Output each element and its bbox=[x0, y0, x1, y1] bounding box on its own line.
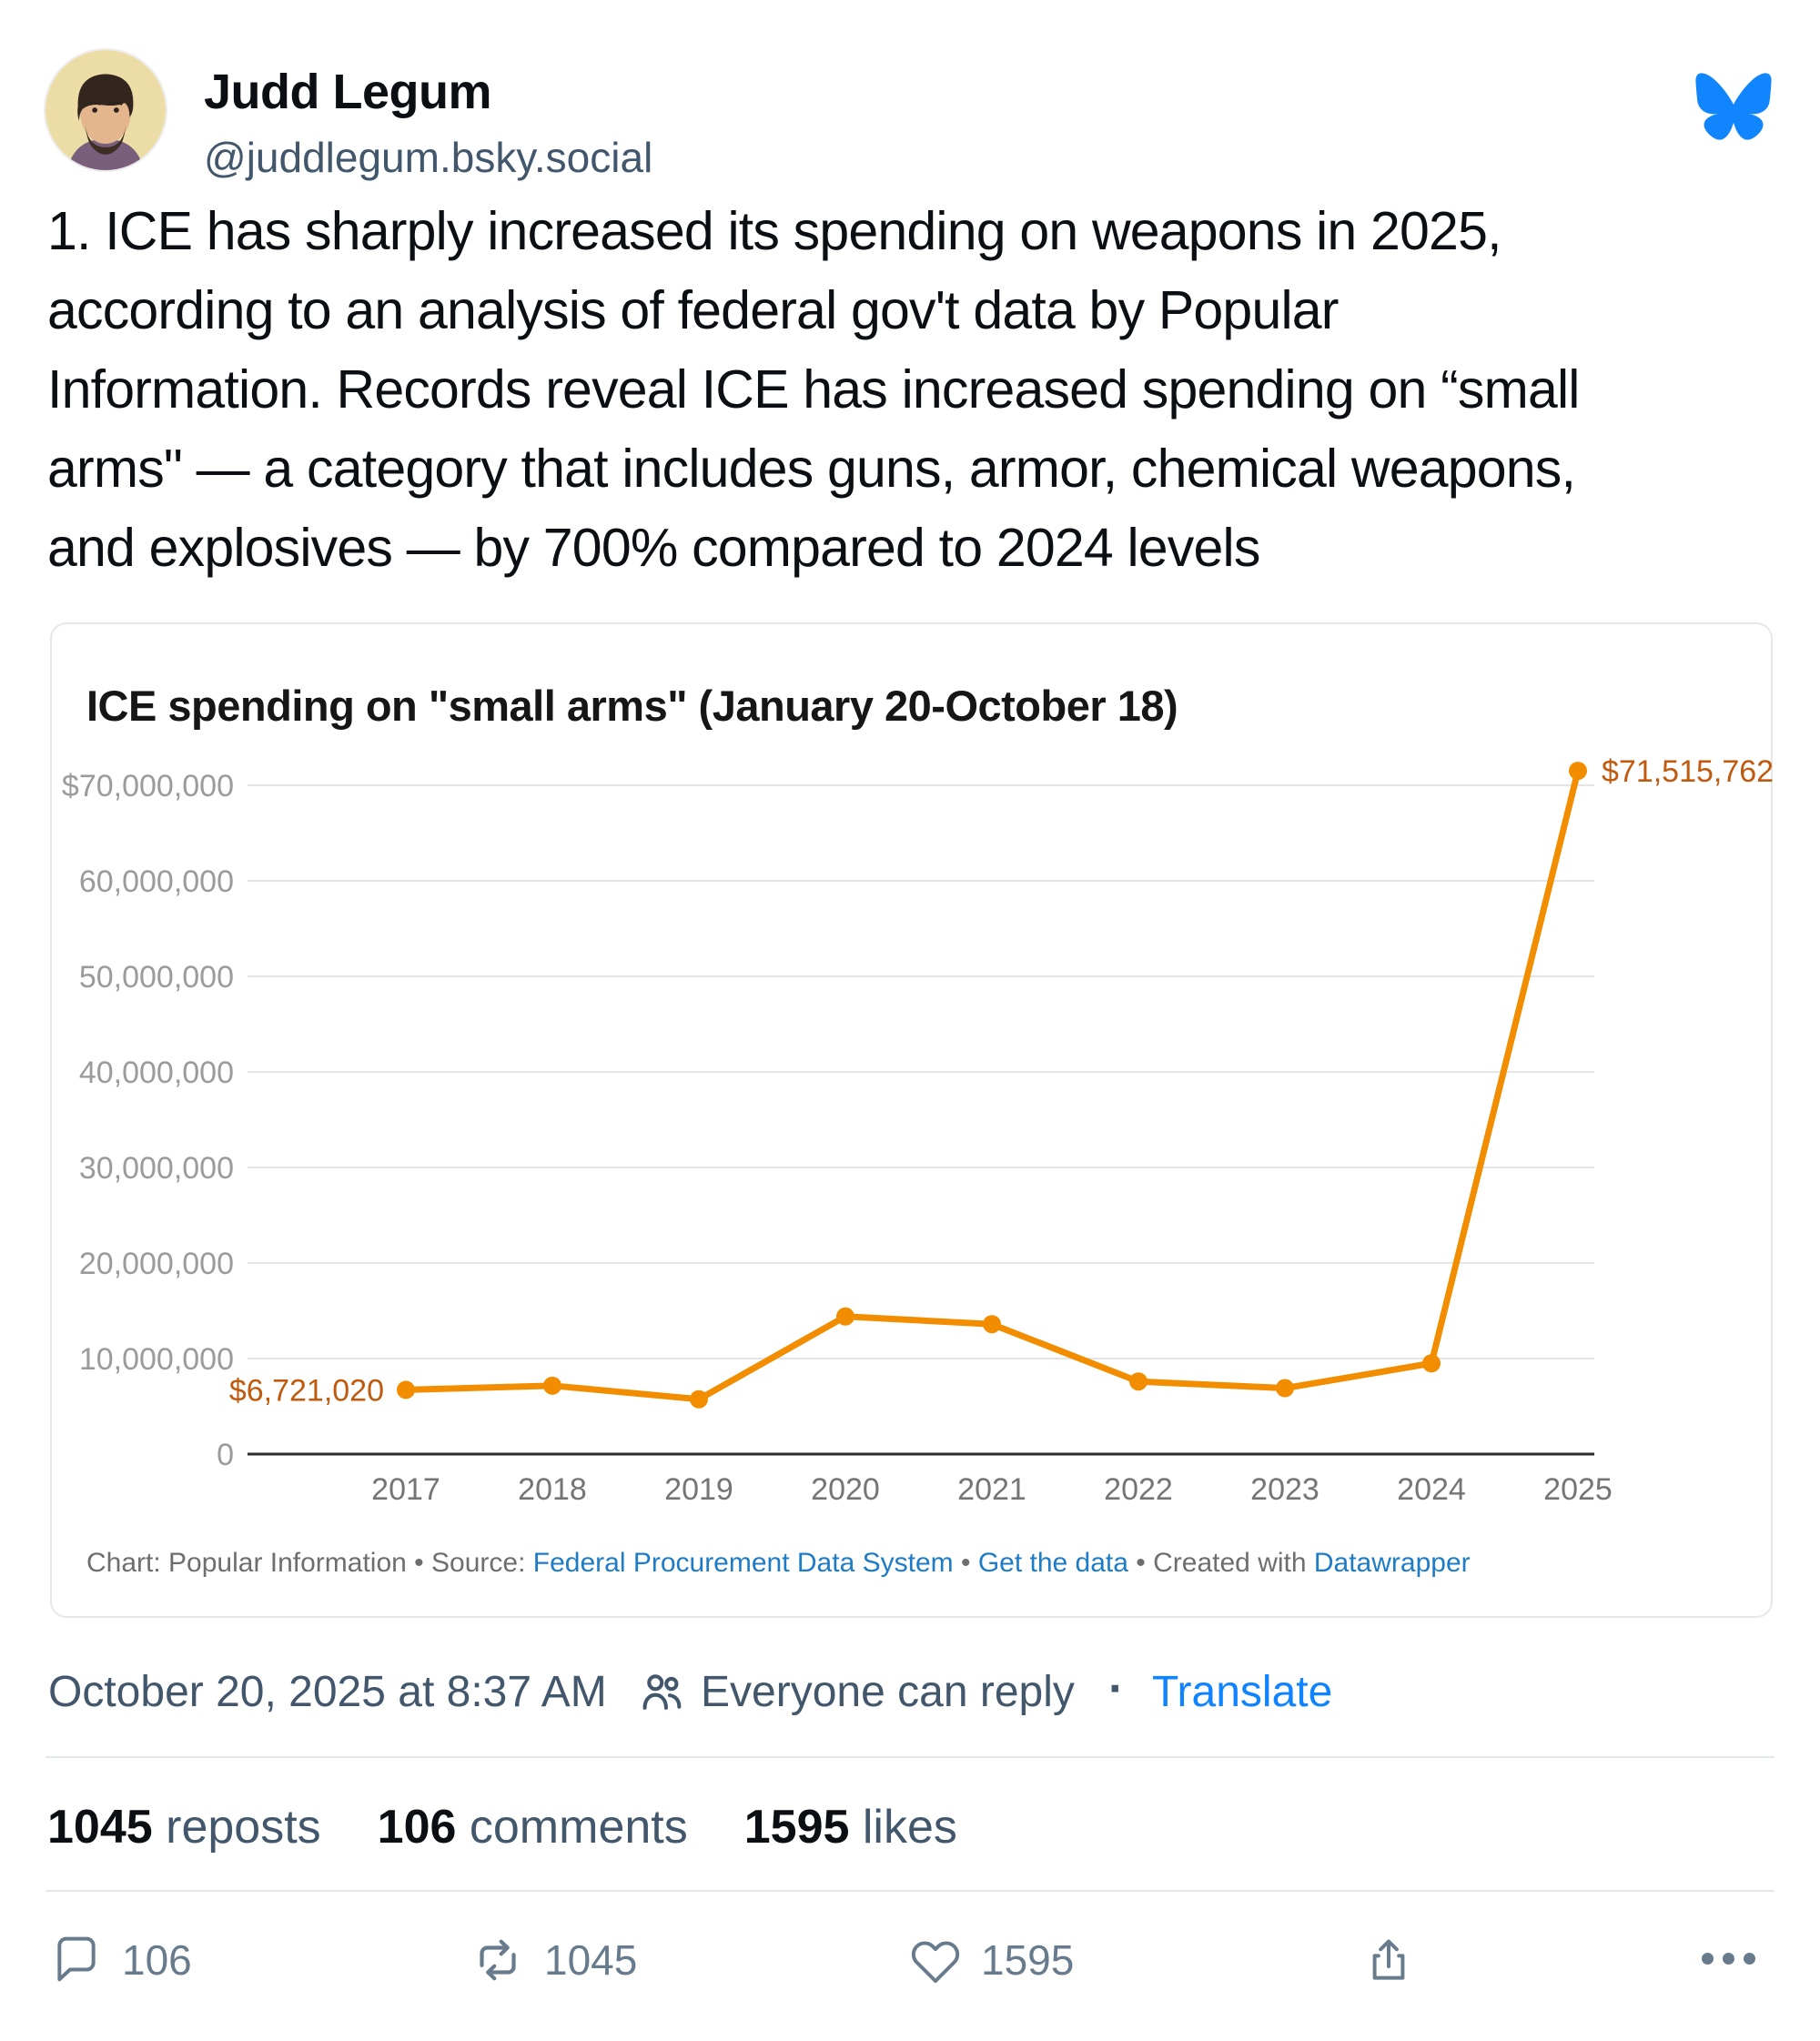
repost-count: 1045 bbox=[544, 1936, 638, 1984]
divider bbox=[46, 1756, 1774, 1758]
chart-attribution: Chart: Popular Information • Source: Fed… bbox=[86, 1548, 1471, 1579]
post-timestamp: October 20, 2025 at 8:37 AM bbox=[48, 1668, 607, 1716]
separator-dot: · bbox=[1108, 1662, 1125, 1715]
avatar-portrait bbox=[46, 50, 166, 170]
reposts-label: reposts bbox=[166, 1801, 321, 1854]
chart-footer-link[interactable]: Datawrapper bbox=[1313, 1548, 1471, 1578]
comments-label: comments bbox=[469, 1801, 688, 1854]
post-text-line: and explosives — by 700% compared to 202… bbox=[47, 518, 1260, 578]
user-handle[interactable]: @juddlegum.bsky.social bbox=[204, 134, 653, 181]
dot bbox=[1723, 1953, 1734, 1965]
likes-label: likes bbox=[862, 1801, 957, 1854]
comment-button[interactable]: 106 bbox=[51, 1935, 192, 1985]
bluesky-butterfly-icon[interactable] bbox=[1694, 71, 1773, 142]
share-icon bbox=[1372, 1939, 1405, 1980]
chart-footer-text: • bbox=[953, 1548, 978, 1578]
post-text-line: 1. ICE has sharply increased its spendin… bbox=[47, 201, 1502, 261]
stats-row: 1045 reposts 106 comments 1595 likes bbox=[47, 1800, 957, 1854]
comments-count: 106 bbox=[377, 1801, 457, 1854]
chart-footer-text: Created with bbox=[1153, 1548, 1314, 1578]
chart-title: ICE spending on "small arms" (January 20… bbox=[86, 682, 1178, 730]
like-count: 1595 bbox=[981, 1936, 1075, 1984]
post-text-line: according to an analysis of federal gov'… bbox=[47, 280, 1339, 340]
display-name[interactable]: Judd Legum bbox=[204, 65, 492, 119]
people-icon bbox=[642, 1673, 682, 1710]
likes-count: 1595 bbox=[743, 1801, 850, 1854]
heart-icon bbox=[911, 1941, 960, 1984]
post-text-line: arms" — a category that includes guns, a… bbox=[47, 439, 1576, 499]
dot bbox=[1702, 1953, 1714, 1965]
avatar[interactable] bbox=[46, 50, 166, 170]
comments-stat[interactable]: 106 comments bbox=[378, 1800, 688, 1854]
reposts-count: 1045 bbox=[47, 1801, 153, 1854]
comment-count: 106 bbox=[122, 1936, 192, 1984]
reply-setting-label: Everyone can reply bbox=[701, 1668, 1075, 1716]
comment-bubble-icon bbox=[57, 1936, 96, 1982]
chart-footer-text: Source: bbox=[431, 1548, 533, 1578]
more-options-button[interactable] bbox=[1702, 1953, 1755, 1965]
chart-card bbox=[50, 622, 1773, 1618]
post-text: 1. ICE has sharply increased its spendin… bbox=[47, 192, 1580, 588]
chart-footer-link[interactable]: Federal Procurement Data System bbox=[532, 1548, 954, 1578]
like-button[interactable]: 1595 bbox=[910, 1935, 1074, 1985]
share-button[interactable] bbox=[1363, 1935, 1414, 1985]
chart-footer-text: • bbox=[1127, 1548, 1154, 1578]
chart-footer-text: Chart: Popular Information bbox=[86, 1548, 407, 1578]
reposts-stat[interactable]: 1045 reposts bbox=[47, 1800, 321, 1854]
divider bbox=[46, 1890, 1774, 1892]
repost-icon bbox=[480, 1939, 516, 1981]
reply-setting[interactable]: Everyone can reply bbox=[637, 1667, 1075, 1717]
dot bbox=[1744, 1953, 1755, 1965]
chart-footer-link[interactable]: Get the data bbox=[977, 1548, 1128, 1578]
translate-link[interactable]: Translate bbox=[1152, 1668, 1333, 1716]
repost-button[interactable]: 1045 bbox=[471, 1935, 637, 1985]
likes-stat[interactable]: 1595 likes bbox=[744, 1800, 957, 1854]
chart-footer-text: • bbox=[406, 1548, 432, 1578]
post-text-line: Information. Records reveal ICE has incr… bbox=[47, 359, 1580, 419]
